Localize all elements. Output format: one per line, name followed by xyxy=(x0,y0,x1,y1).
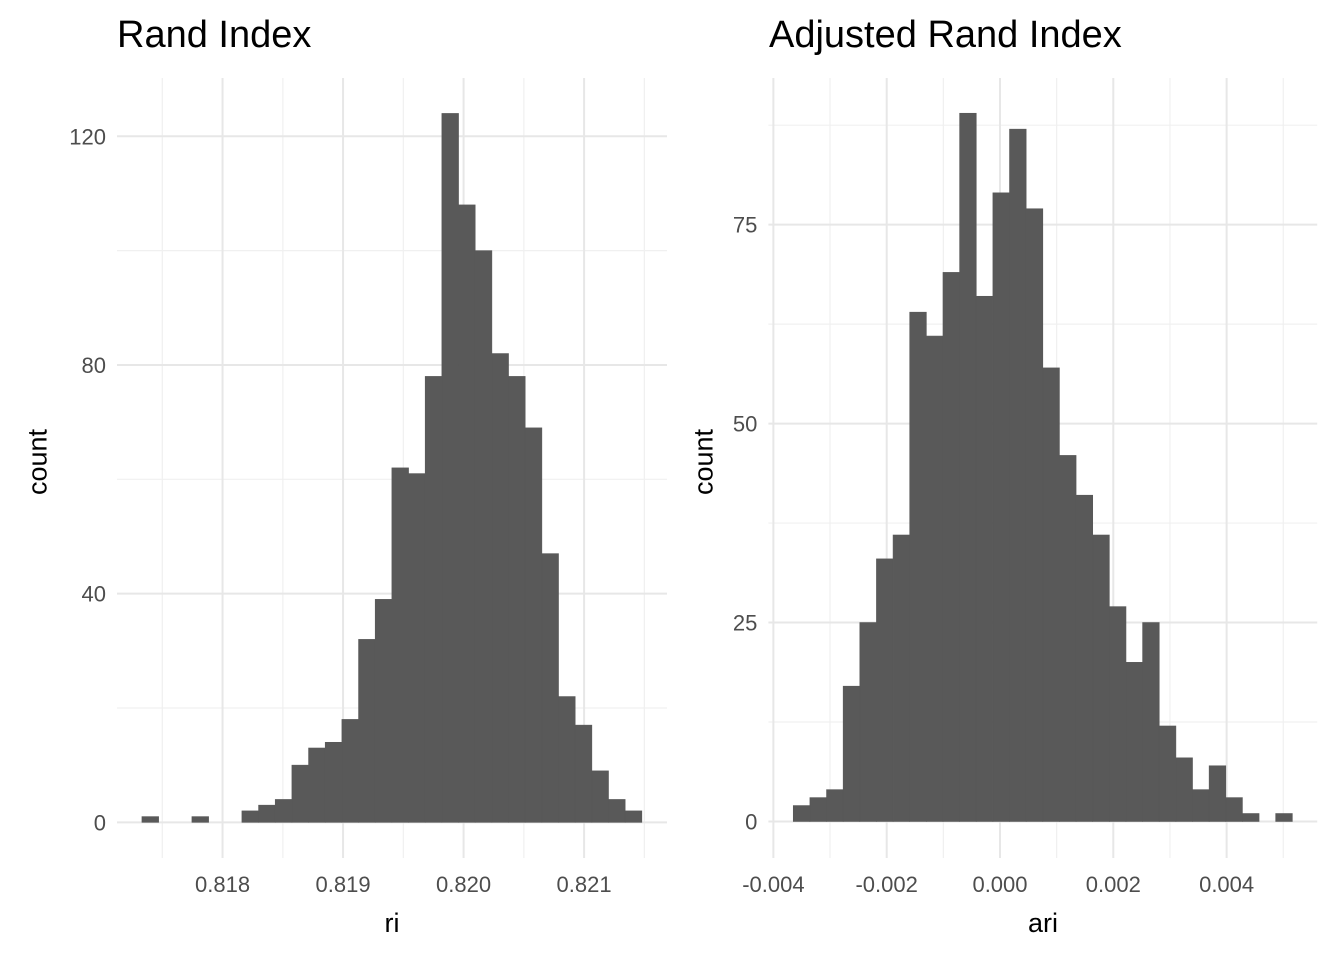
histogram-bar xyxy=(324,741,343,823)
y-tick-label: 80 xyxy=(82,353,106,378)
histogram-bar xyxy=(909,311,927,822)
histogram-bar xyxy=(574,724,593,823)
histogram-bar xyxy=(424,376,443,823)
histogram-bar xyxy=(1042,367,1060,822)
histogram-bar xyxy=(141,816,159,823)
histogram-bar xyxy=(792,805,811,822)
histogram-bar xyxy=(258,804,276,823)
histogram-bar xyxy=(826,789,844,822)
histogram-bar xyxy=(926,335,944,822)
y-tick-label: 120 xyxy=(69,124,106,149)
histogram-bar xyxy=(241,810,259,823)
histogram-bar xyxy=(992,192,1010,822)
histogram-bar xyxy=(391,467,409,823)
histogram-bar xyxy=(1242,813,1260,822)
x-tick-label: 0.818 xyxy=(195,872,250,897)
y-tick-label: 0 xyxy=(745,809,757,834)
histogram-bar xyxy=(1075,494,1094,822)
histogram-bar xyxy=(1059,455,1077,822)
histogram-bar xyxy=(558,696,576,823)
histogram-bar xyxy=(1208,765,1227,822)
x-axis-title-ri: ri xyxy=(384,908,400,938)
x-axis-title-ari: ari xyxy=(1027,908,1059,938)
x-tick-label: 0.000 xyxy=(972,872,1027,897)
plot-title-adjusted-rand-index: Adjusted Rand Index xyxy=(769,14,1122,56)
histogram-bar xyxy=(959,112,977,822)
plot-title-rand-index: Rand Index xyxy=(117,14,312,56)
x-tick-label: -0.004 xyxy=(742,872,804,897)
histogram-bar xyxy=(942,272,960,822)
histogram-bar xyxy=(541,553,559,823)
x-tick-label: 0.819 xyxy=(316,872,371,897)
histogram-bar xyxy=(1009,128,1027,822)
histogram-bar xyxy=(341,719,359,823)
y-tick-label: 50 xyxy=(733,412,757,437)
histogram-panel: -0.004 -0.002 0.000 0.002 0.004 0 25 50 75 xyxy=(733,78,1318,897)
x-tick-label: 0.002 xyxy=(1086,872,1141,897)
histogram-bar xyxy=(308,747,326,823)
histogram-bar xyxy=(975,295,994,822)
histogram-bar xyxy=(524,427,543,823)
histogram-bar xyxy=(1175,757,1193,822)
histogram-bar xyxy=(1092,534,1110,822)
histogram-bar xyxy=(608,799,626,823)
histogram-bar xyxy=(1109,606,1127,822)
histogram-bar xyxy=(876,558,894,822)
x-tick-label: 0.821 xyxy=(557,872,612,897)
histogram-bar xyxy=(1142,622,1160,822)
histogram-bar xyxy=(1192,789,1210,822)
histogram-bar xyxy=(1158,725,1177,822)
histogram-bar xyxy=(358,639,376,823)
y-tick-label: 75 xyxy=(733,213,757,238)
histogram-bar xyxy=(374,599,393,823)
histogram-bar xyxy=(408,473,426,823)
y-tick-label: 0 xyxy=(94,810,106,835)
histogram-bar xyxy=(291,764,309,823)
histogram-bar xyxy=(859,622,877,822)
y-axis-title-right: count xyxy=(688,428,719,496)
y-axis-title-left: count xyxy=(22,428,53,496)
histogram-bar xyxy=(491,353,509,823)
histogram-bar xyxy=(458,204,476,823)
x-tick-label: -0.002 xyxy=(855,872,917,897)
histogram-bar xyxy=(1125,662,1143,822)
histogram-bar xyxy=(274,799,293,823)
histogram-bar xyxy=(624,810,643,823)
histogram-bar xyxy=(191,816,209,823)
histogram-bar xyxy=(842,685,861,822)
histogram-bar xyxy=(1275,813,1293,822)
histogram-bar xyxy=(892,534,911,822)
histogram-panel: 0.818 0.819 0.820 0.821 0 40 80 120 xyxy=(69,78,667,897)
histogram-bar xyxy=(1225,797,1243,822)
x-tick-label: 0.820 xyxy=(436,872,491,897)
histogram-bar xyxy=(809,797,827,822)
histogram-bar xyxy=(474,250,493,823)
histogram-bar xyxy=(591,770,609,823)
histogram-bar xyxy=(1025,208,1044,822)
y-tick-label: 40 xyxy=(82,582,106,607)
x-tick-label: 0.004 xyxy=(1199,872,1254,897)
histogram-bar xyxy=(508,376,526,823)
histogram-bar xyxy=(441,113,459,823)
y-tick-label: 25 xyxy=(733,611,757,636)
